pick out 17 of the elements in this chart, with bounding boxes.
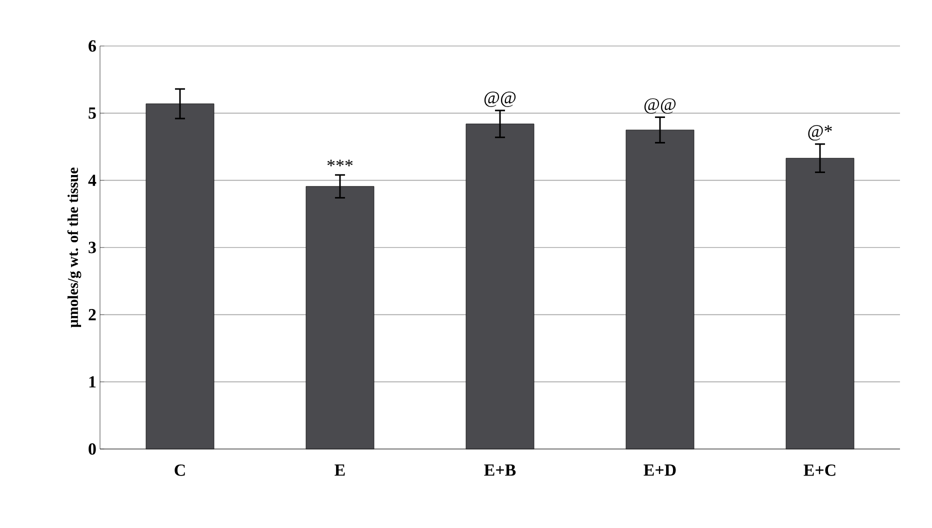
- y-tick-label: 6: [88, 40, 96, 52]
- y-tick-label: 1: [89, 376, 96, 388]
- y-tick-label: 3: [88, 242, 96, 254]
- x-tick-label: E+D: [644, 464, 676, 476]
- annotation: ***: [327, 160, 353, 166]
- y-tick-label: 5: [88, 108, 96, 119]
- annotation: @@: [484, 92, 516, 107]
- y-tick-label: 0: [88, 443, 96, 455]
- x-tick-label: E: [334, 464, 345, 476]
- annotation: @*: [808, 125, 832, 141]
- y-tick-label: 2: [88, 309, 96, 320]
- annotation: @@: [644, 98, 676, 114]
- y-tick-label: 4: [88, 174, 96, 186]
- y-axis-title: µmoles/g wt. of the tissue: [67, 168, 82, 328]
- x-tick-label: E+B: [484, 464, 516, 476]
- x-tick-label: C: [174, 464, 185, 476]
- x-tick-label: E+C: [804, 464, 836, 476]
